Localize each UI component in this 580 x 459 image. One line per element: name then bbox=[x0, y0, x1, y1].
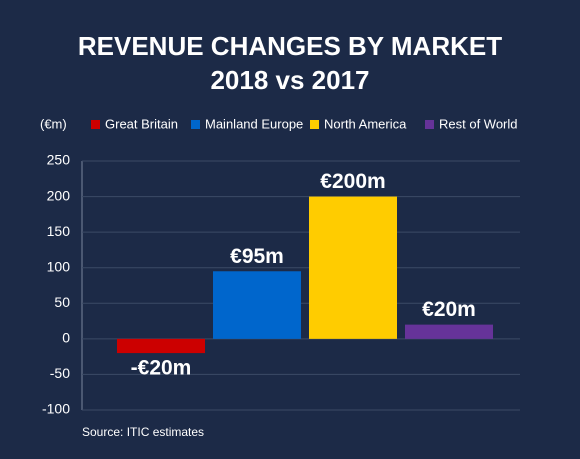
legend-label: Rest of World bbox=[439, 116, 518, 131]
y-tick-label: 200 bbox=[47, 187, 71, 203]
y-tick-label: -50 bbox=[50, 365, 70, 381]
bar bbox=[213, 271, 301, 339]
y-tick-label: -100 bbox=[42, 401, 70, 417]
legend-swatch bbox=[91, 120, 100, 129]
value-label: €200m bbox=[320, 170, 385, 193]
bar bbox=[405, 324, 493, 339]
y-tick-label: 250 bbox=[47, 152, 71, 168]
chart-title: REVENUE CHANGES BY MARKET bbox=[78, 31, 502, 61]
legend-label: North America bbox=[324, 116, 407, 131]
value-label: -€20m bbox=[131, 357, 192, 380]
bar bbox=[117, 338, 205, 354]
bar bbox=[309, 196, 397, 339]
y-tick-label: 50 bbox=[54, 294, 70, 310]
legend-swatch bbox=[425, 120, 434, 129]
y-axis-label: (€m) bbox=[40, 116, 67, 131]
source: Source: ITIC estimates bbox=[82, 425, 204, 439]
y-tick-label: 150 bbox=[47, 223, 71, 239]
legend-label: Great Britain bbox=[105, 116, 178, 131]
legend-swatch bbox=[191, 120, 200, 129]
y-tick-label: 100 bbox=[47, 258, 71, 274]
legend-swatch bbox=[310, 120, 319, 129]
chart-subtitle: 2018 vs 2017 bbox=[210, 65, 369, 95]
y-tick-label: 0 bbox=[62, 330, 70, 346]
value-label: €95m bbox=[230, 245, 284, 268]
legend-label: Mainland Europe bbox=[205, 116, 303, 131]
value-label: €20m bbox=[422, 298, 476, 321]
